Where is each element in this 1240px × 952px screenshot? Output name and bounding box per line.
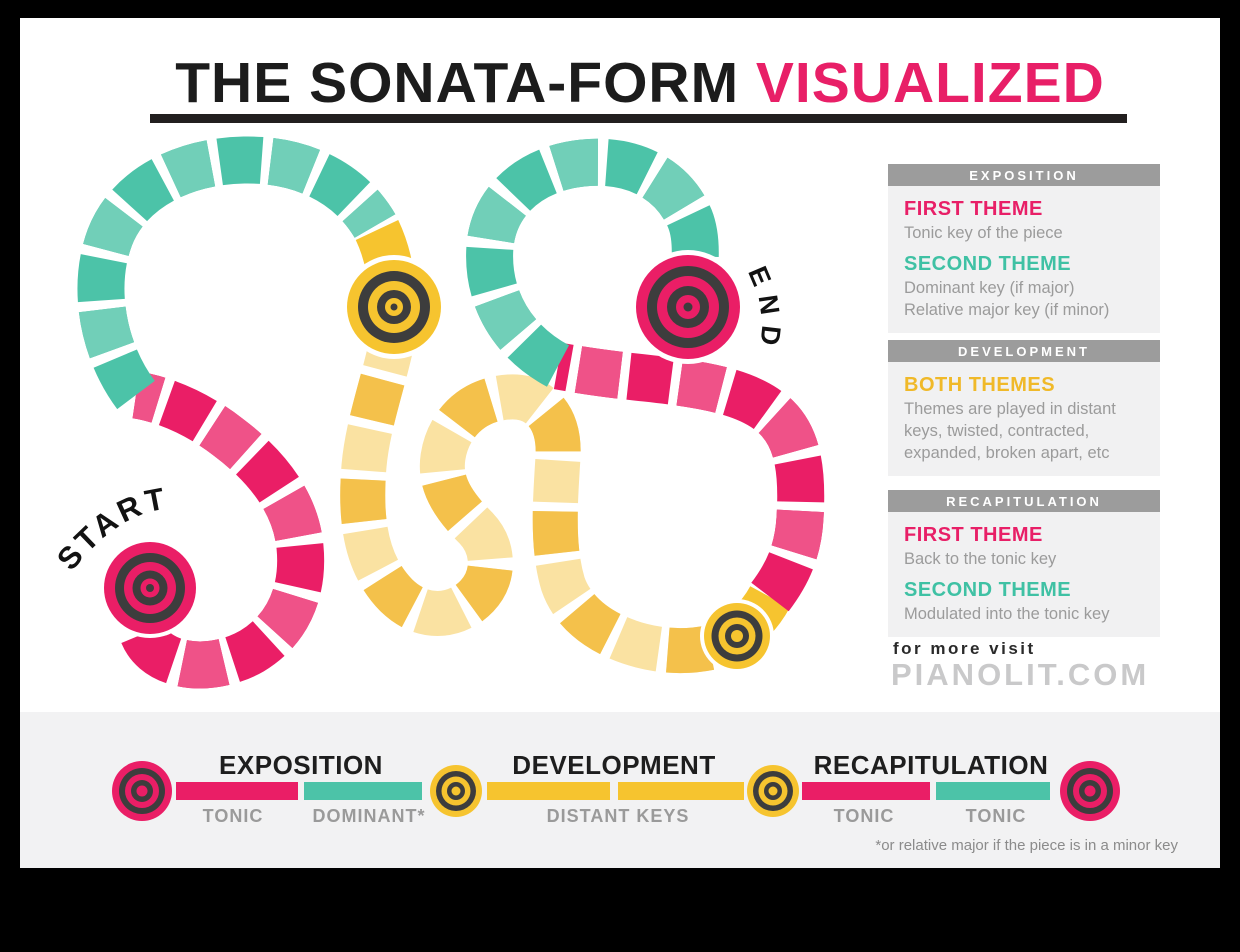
recap-second-theme-desc: Modulated into the tonic key — [904, 605, 1110, 623]
timeline-label-development: DEVELOPMENT — [512, 750, 716, 780]
path-exposition-first-theme — [121, 371, 325, 689]
more-visit-lead: for more visit — [893, 639, 1036, 658]
pianolit-site-text: PIANOLIT.COM — [891, 657, 1150, 692]
path-development — [340, 326, 744, 674]
legend-box-exposition: EXPOSITION FIRST THEME Tonic key of the … — [888, 164, 1160, 333]
recap-first-theme-title: FIRST THEME — [904, 524, 1043, 546]
development-start-bullseye — [342, 255, 446, 359]
timeline-sub-tonic-3: TONIC — [965, 806, 1027, 826]
timeline-label-recapitulation: RECAPITULATION — [813, 750, 1049, 780]
exposition-second-theme-title: SECOND THEME — [904, 253, 1072, 275]
timeline-sub-tonic-2: TONIC — [833, 806, 895, 826]
path-exposition-second-theme — [77, 136, 416, 410]
timeline-sub-tonic-1: TONIC — [202, 806, 264, 826]
path-recap-second-theme — [466, 138, 719, 387]
timeline-bar-distant-keys-1 — [487, 782, 610, 800]
minor-key-footnote: *or relative major if the piece is in a … — [875, 837, 1178, 854]
timeline-bullseye-recapitulation — [747, 765, 799, 817]
exposition-second-theme-desc-1: Dominant key (if major) — [904, 279, 1075, 297]
legend-header-development: DEVELOPMENT — [888, 340, 1160, 362]
legend-header-recapitulation: RECAPITULATION — [888, 490, 1160, 512]
development-desc-1: Themes are played in distant — [904, 400, 1116, 418]
timeline-graphics — [112, 761, 1120, 821]
development-desc-2: keys, twisted, contracted, — [904, 422, 1090, 440]
timeline-bullseye-end — [1060, 761, 1120, 821]
page-title-accent: VISUALIZED — [755, 51, 1105, 115]
page-title: THE SONATA-FORM VISUALIZED — [40, 50, 1240, 116]
end-bullseye — [631, 250, 745, 364]
recap-start-bullseye — [700, 599, 774, 673]
page-title-main: THE SONATA-FORM — [175, 51, 740, 115]
recap-first-theme-desc: Back to the tonic key — [904, 550, 1057, 568]
timeline-bar-recap-tonic-teal — [936, 782, 1050, 800]
legend-box-development: DEVELOPMENT BOTH THEMES Themes are playe… — [888, 340, 1160, 476]
exposition-first-theme-title: FIRST THEME — [904, 198, 1043, 220]
recap-second-theme-title: SECOND THEME — [904, 579, 1072, 601]
development-both-themes-title: BOTH THEMES — [904, 374, 1056, 396]
legend-header-exposition: EXPOSITION — [888, 164, 1160, 186]
path-recap-first-theme — [553, 342, 825, 642]
timeline-label-exposition: EXPOSITION — [219, 750, 383, 780]
legend-box-recapitulation: RECAPITULATION FIRST THEME Back to the t… — [888, 490, 1160, 637]
start-bullseye — [100, 538, 200, 638]
end-label: END — [742, 262, 786, 356]
exposition-second-theme-desc-2: Relative major key (if minor) — [904, 301, 1110, 319]
development-desc-3: expanded, broken apart, etc — [904, 444, 1110, 462]
timeline-bullseye-start — [112, 761, 172, 821]
exposition-first-theme-desc: Tonic key of the piece — [904, 224, 1063, 242]
timeline-bullseye-development — [430, 765, 482, 817]
title-underline — [150, 114, 1127, 123]
timeline-sub-distant-keys: DISTANT KEYS — [546, 806, 690, 826]
timeline-sub-dominant: DOMINANT* — [312, 806, 426, 826]
timeline-bar-recap-tonic-pink — [802, 782, 930, 800]
timeline-bar-dominant-teal — [304, 782, 422, 800]
timeline-bar-tonic-pink — [176, 782, 298, 800]
timeline-bar-distant-keys-2 — [618, 782, 744, 800]
